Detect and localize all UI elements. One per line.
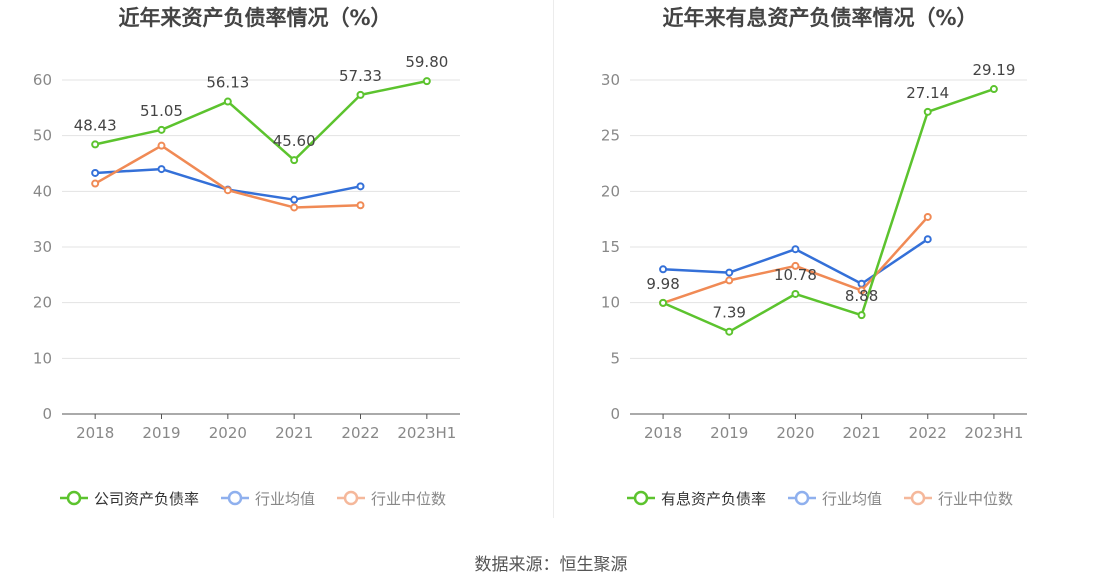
data-point [290, 195, 299, 204]
data-point [791, 261, 800, 270]
data-point [356, 182, 365, 191]
y-tick-label: 40 [33, 182, 52, 200]
data-point [422, 77, 431, 86]
y-tick-label: 25 [601, 127, 620, 145]
y-tick-label: 10 [601, 294, 620, 312]
data-label: 57.33 [339, 67, 382, 85]
y-tick-label: 20 [601, 182, 620, 200]
data-point [91, 179, 100, 188]
x-tick-label: 2019 [710, 424, 748, 442]
x-tick-label: 2020 [209, 424, 247, 442]
data-label: 59.80 [405, 53, 448, 71]
legend-marker [910, 490, 926, 506]
data-point [725, 327, 734, 336]
data-point [356, 90, 365, 99]
data-point [923, 107, 932, 116]
series-line [95, 167, 361, 201]
y-tick-label: 20 [33, 294, 52, 312]
legend-marker [633, 490, 649, 506]
data-point [791, 245, 800, 254]
data-label: 8.88 [845, 287, 878, 305]
x-tick-label: 2022 [341, 424, 379, 442]
x-tick-label: 2018 [76, 424, 114, 442]
legend-label: 行业中位数 [371, 490, 446, 508]
data-point [157, 165, 166, 174]
legend-marker [794, 490, 810, 506]
data-point [659, 298, 668, 307]
data-label: 7.39 [713, 304, 746, 322]
data-point [91, 140, 100, 149]
data-label: 9.98 [646, 275, 679, 293]
data-point [857, 311, 866, 320]
data-point [91, 168, 100, 177]
y-tick-label: 15 [601, 238, 620, 256]
chart-title: 近年来资产负债率情况（%） [118, 6, 391, 30]
y-tick-label: 30 [33, 238, 52, 256]
y-tick-label: 60 [33, 71, 52, 89]
data-point [223, 97, 232, 106]
legend-label: 行业中位数 [938, 490, 1013, 508]
legend-label: 有息资产负债率 [661, 490, 766, 508]
x-tick-label: 2022 [909, 424, 947, 442]
y-tick-label: 0 [42, 405, 52, 423]
y-tick-label: 5 [610, 349, 620, 367]
data-point [857, 286, 866, 295]
y-tick-label: 10 [33, 349, 52, 367]
data-label: 48.43 [74, 116, 117, 134]
legend-marker [66, 490, 82, 506]
data-label: 29.19 [972, 61, 1015, 79]
x-tick-label: 2023H1 [397, 424, 456, 442]
data-point [290, 203, 299, 212]
x-tick-label: 2018 [644, 424, 682, 442]
series-line [94, 79, 428, 162]
legend-label: 行业均值 [255, 490, 315, 508]
y-tick-label: 0 [610, 405, 620, 423]
data-point [923, 212, 932, 221]
chart-title: 近年来有息资产负债率情况（%） [662, 6, 977, 30]
data-label: 27.14 [906, 84, 949, 102]
data-label: 56.13 [206, 74, 249, 92]
data-point [223, 186, 232, 195]
data-source-note: 数据来源：恒生聚源 [474, 555, 628, 575]
data-point [157, 141, 166, 150]
y-tick-label: 30 [601, 71, 620, 89]
data-label: 51.05 [140, 102, 183, 120]
y-tick-label: 50 [33, 127, 52, 145]
x-tick-label: 2019 [142, 424, 180, 442]
series-line [94, 144, 361, 209]
legend-label: 公司资产负债率 [94, 490, 199, 508]
x-tick-label: 2021 [842, 424, 880, 442]
x-tick-label: 2020 [776, 424, 814, 442]
panel-divider [553, 0, 554, 518]
data-label: 10.78 [774, 266, 817, 284]
x-tick-label: 2021 [275, 424, 313, 442]
data-point [989, 85, 998, 94]
data-point [290, 156, 299, 165]
x-tick-label: 2023H1 [964, 424, 1023, 442]
data-point [857, 279, 866, 288]
data-point [923, 235, 932, 244]
legend-label: 行业均值 [822, 490, 882, 508]
data-point [725, 276, 734, 285]
data-point [157, 125, 166, 134]
data-point [791, 289, 800, 298]
series-line [662, 87, 995, 333]
legend-marker [227, 490, 243, 506]
data-point [356, 201, 365, 210]
data-point [659, 265, 668, 274]
legend-marker [343, 490, 359, 506]
data-point [725, 268, 734, 277]
data-label: 45.60 [273, 132, 316, 150]
